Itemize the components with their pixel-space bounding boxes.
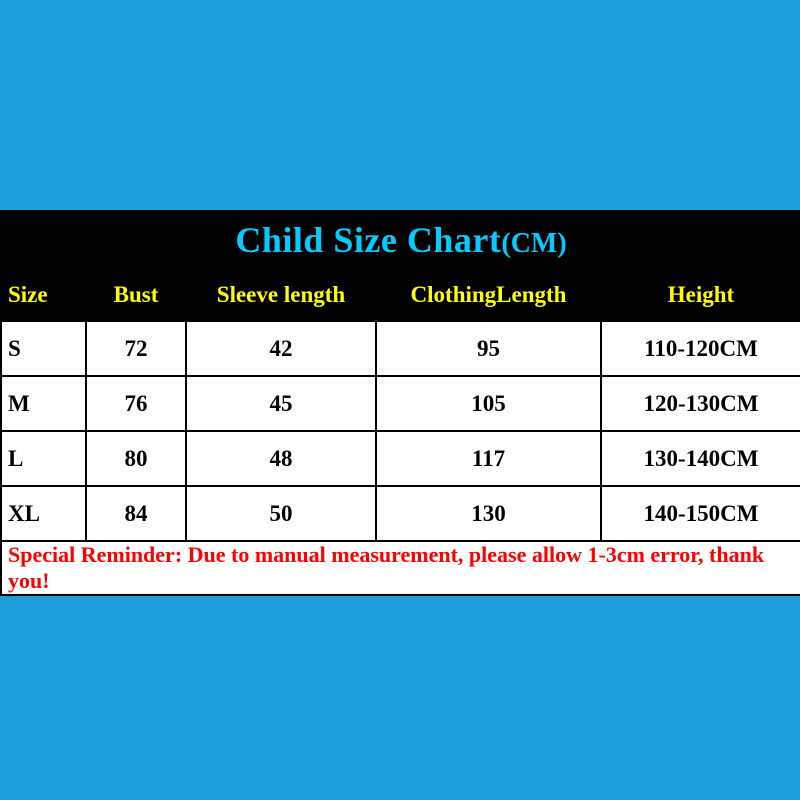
cell-height: 140-150CM <box>599 485 800 542</box>
column-header-clothing-length: ClothingLength <box>375 268 602 322</box>
reminder-note: Special Reminder: Due to manual measurem… <box>0 540 800 596</box>
cell-clothing-length: 95 <box>375 320 602 377</box>
cell-size: XL <box>0 485 87 542</box>
column-header-height: Height <box>599 268 800 322</box>
column-header-bust: Bust <box>85 268 187 322</box>
chart-title-unit: (CM) <box>501 228 567 259</box>
column-header-row: Size Bust Sleeve length ClothingLength H… <box>0 268 800 322</box>
cell-sleeve-length: 42 <box>185 320 377 377</box>
cell-size: S <box>0 320 87 377</box>
cell-sleeve-length: 45 <box>185 375 377 432</box>
cell-clothing-length: 117 <box>375 430 602 487</box>
table-row-l: L 80 48 117 130-140CM <box>0 430 800 487</box>
table-row-xl: XL 84 50 130 140-150CM <box>0 485 800 542</box>
cell-bust: 80 <box>85 430 187 487</box>
table-row-m: M 76 45 105 120-130CM <box>0 375 800 432</box>
cell-height: 110-120CM <box>599 320 800 377</box>
cell-size: L <box>0 430 87 487</box>
chart-title-row: Child Size Chart(CM) <box>0 210 800 270</box>
cell-bust: 76 <box>85 375 187 432</box>
table-row-s: S 72 42 95 110-120CM <box>0 320 800 377</box>
cell-sleeve-length: 48 <box>185 430 377 487</box>
column-header-size: Size <box>0 268 87 322</box>
cell-bust: 84 <box>85 485 187 542</box>
column-header-sleeve-length: Sleeve length <box>185 268 377 322</box>
reminder-row: Special Reminder: Due to manual measurem… <box>0 540 800 596</box>
cell-clothing-length: 105 <box>375 375 602 432</box>
size-chart-table: Child Size Chart(CM) Size Bust Sleeve le… <box>0 210 800 596</box>
cell-sleeve-length: 50 <box>185 485 377 542</box>
cell-size: M <box>0 375 87 432</box>
chart-title: Child Size Chart <box>235 220 502 260</box>
chart-title-cell: Child Size Chart(CM) <box>0 210 800 270</box>
cell-height: 130-140CM <box>599 430 800 487</box>
cell-clothing-length: 130 <box>375 485 602 542</box>
cell-height: 120-130CM <box>599 375 800 432</box>
cell-bust: 72 <box>85 320 187 377</box>
